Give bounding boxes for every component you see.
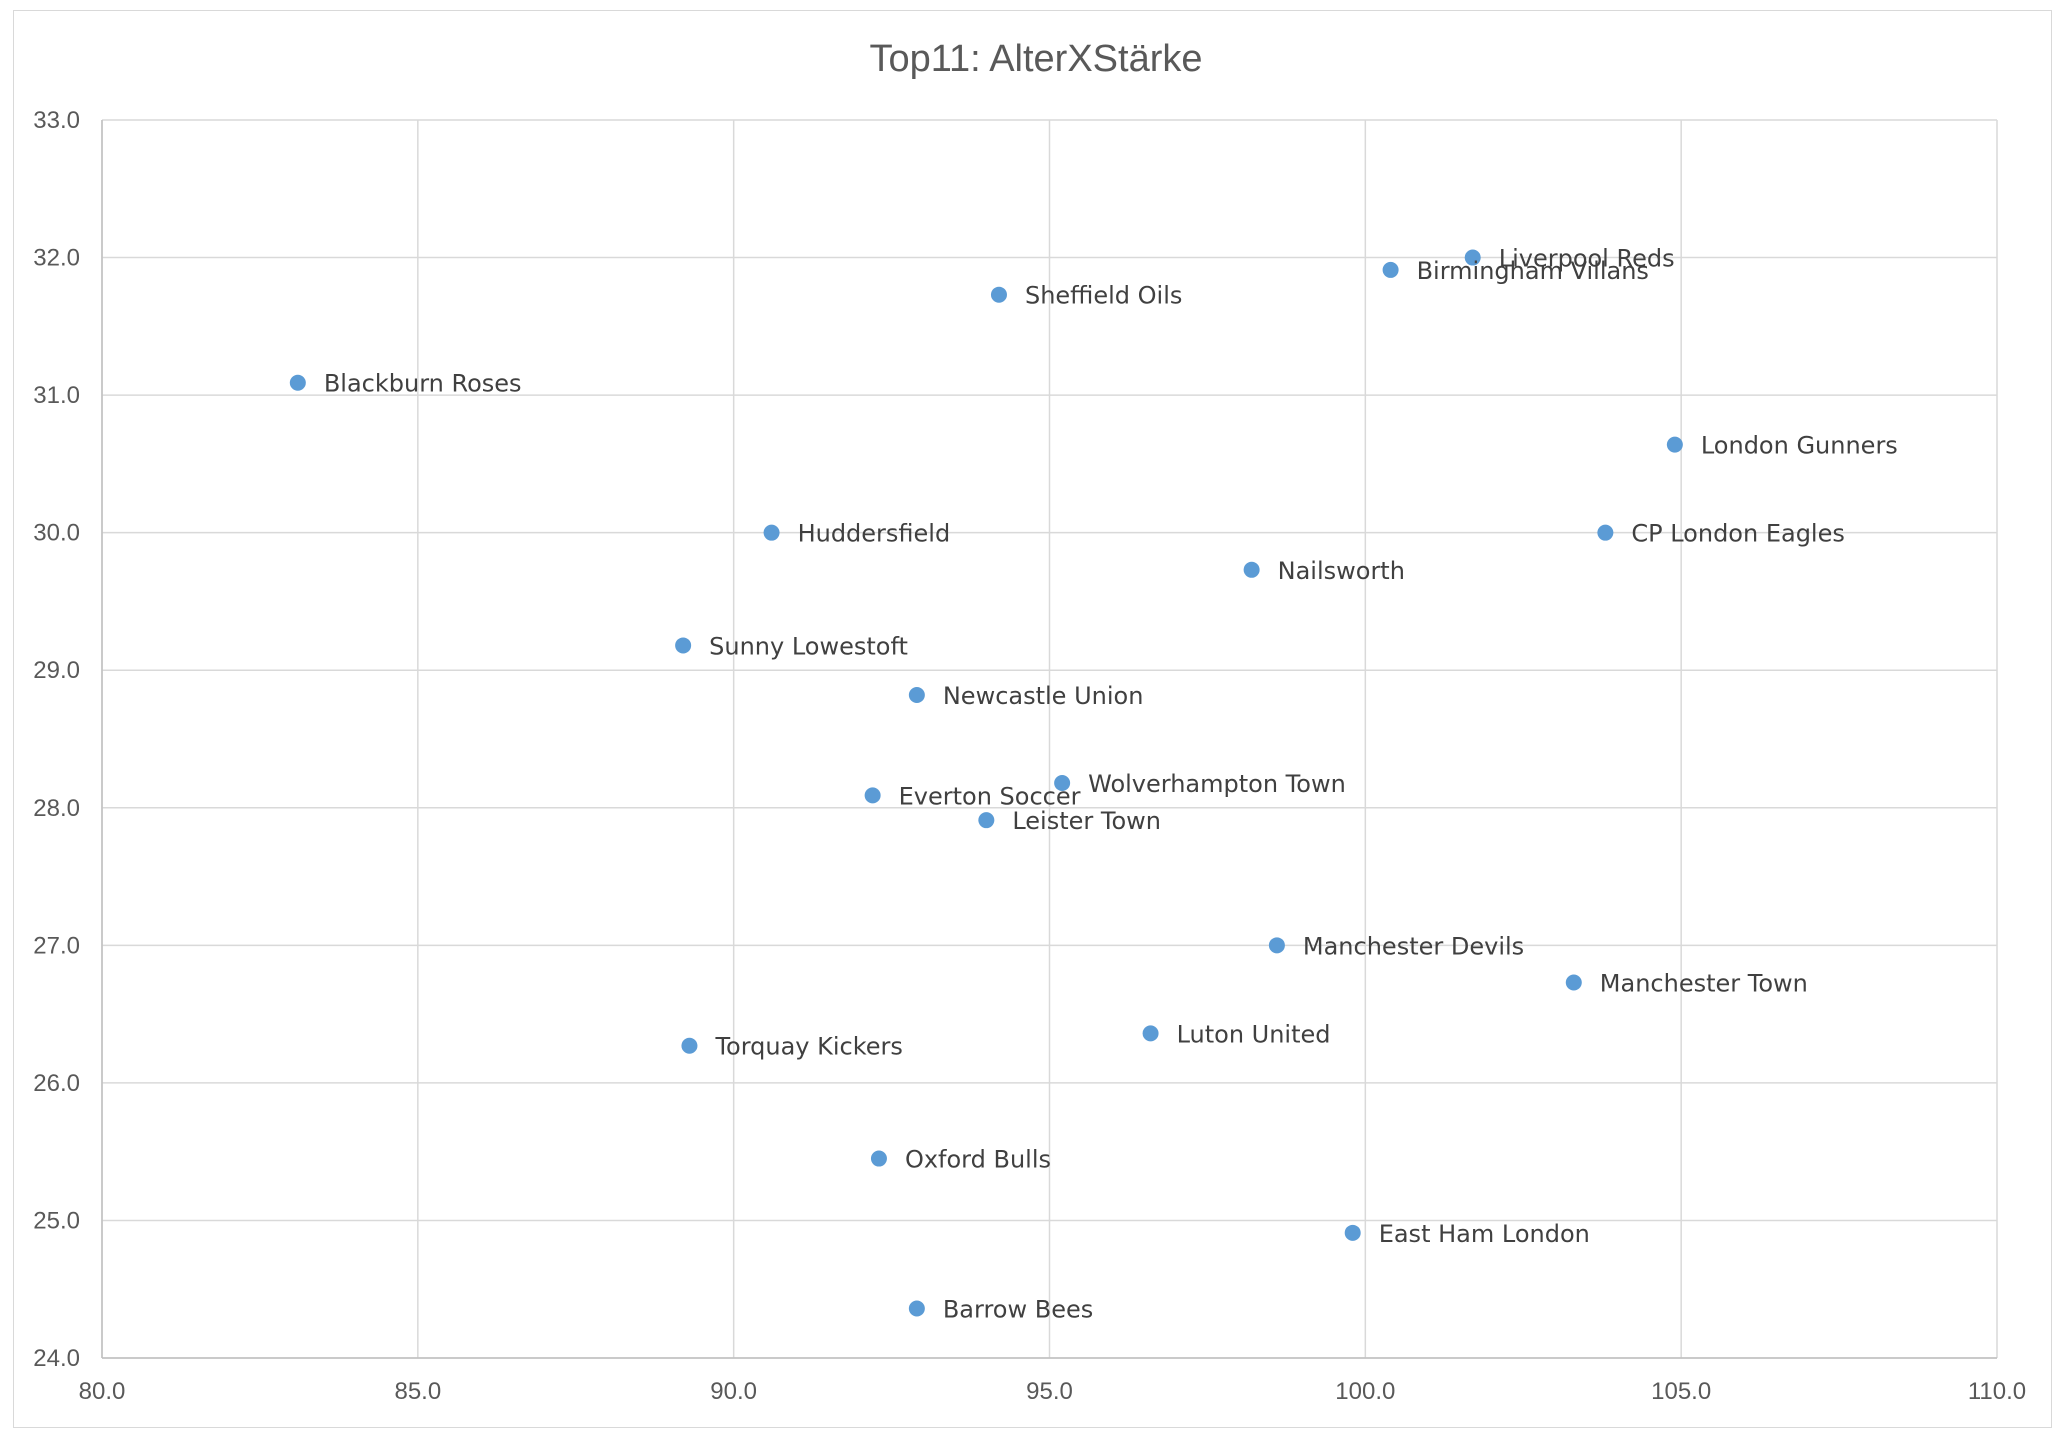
data-point [289,374,306,391]
data-point [1344,1224,1361,1241]
x-tick-label: 90.0 [710,1378,757,1405]
data-label: Leister Town [1012,807,1161,835]
data-point [1243,561,1260,578]
x-tick-label: 110.0 [1968,1378,2026,1405]
data-label: Huddersfield [798,520,951,548]
data-label: East Ham London [1379,1220,1590,1248]
data-point [675,637,692,654]
data-label: Luton United [1177,1020,1331,1048]
y-tick-label: 27.0 [33,932,80,959]
data-point [908,686,925,703]
y-tick-label: 28.0 [33,795,80,822]
data-label: Manchester Town [1600,969,1808,997]
data-label: Torquay Kickers [714,1033,902,1061]
data-point [978,812,995,829]
data-point [1597,524,1614,541]
data-point [681,1037,698,1054]
y-tick-label: 24.0 [33,1345,80,1372]
y-tick-label: 33.0 [33,107,80,134]
x-tick-label: 95.0 [1026,1378,1073,1405]
scatter-chart: Top11: AlterXStärke 80.0 85.0 90.0 95.0 100.… [33,38,2026,1405]
data-point [864,787,881,804]
data-point [1054,775,1071,792]
data-label: Sunny Lowestoft [709,632,908,660]
gridlines [101,119,1998,1359]
data-point [1565,974,1582,991]
chart-title: Top11: AlterXStärke [869,38,1202,80]
data-label: Blackburn Roses [324,370,522,398]
data-label: Everton Soccer [899,782,1081,810]
data-label: London Gunners [1701,432,1898,460]
y-tick-label: 30.0 [33,520,80,547]
chart-area: Top11: AlterXStärke 80.0 85.0 90.0 95.0 100.… [13,10,2052,1428]
data-label: Newcastle Union [943,682,1144,710]
y-tick-label: 29.0 [33,657,80,684]
data-point [870,1150,887,1167]
data-label: Barrow Bees [943,1295,1093,1323]
data-label: Wolverhampton Town [1088,770,1346,798]
y-tick-label: 31.0 [33,382,80,409]
x-tick-label: 100.0 [1335,1378,1395,1405]
data-point [1382,261,1399,278]
data-point [908,1300,925,1317]
data-label: Oxford Bulls [905,1146,1051,1174]
data-point [990,286,1007,303]
y-tick-label: 25.0 [33,1207,80,1234]
y-tick-label: 32.0 [33,245,80,272]
data-point [1666,436,1683,453]
data-point [1268,937,1285,954]
tick-labels: 80.0 85.0 90.0 95.0 100.0 105.0 110.0 24.0 25.0 2… [33,107,2026,1405]
data-point [1464,249,1481,266]
data-label: Manchester Devils [1303,932,1524,960]
y-tick-label: 26.0 [33,1070,80,1097]
x-tick-label: 105.0 [1651,1378,1711,1405]
data-label: CP London Eagles [1631,520,1845,548]
axes [101,120,1997,1359]
x-tick-label: 85.0 [394,1378,441,1405]
data-label: Liverpool Reds [1499,245,1675,273]
data-points [289,249,1683,1317]
x-tick-label: 80.0 [79,1378,126,1405]
data-label: Sheffield Oils [1025,282,1182,310]
data-label: Birmingham Villans [1417,257,1649,285]
data-point [1142,1025,1159,1042]
data-point [763,524,780,541]
data-label: Nailsworth [1278,557,1405,585]
